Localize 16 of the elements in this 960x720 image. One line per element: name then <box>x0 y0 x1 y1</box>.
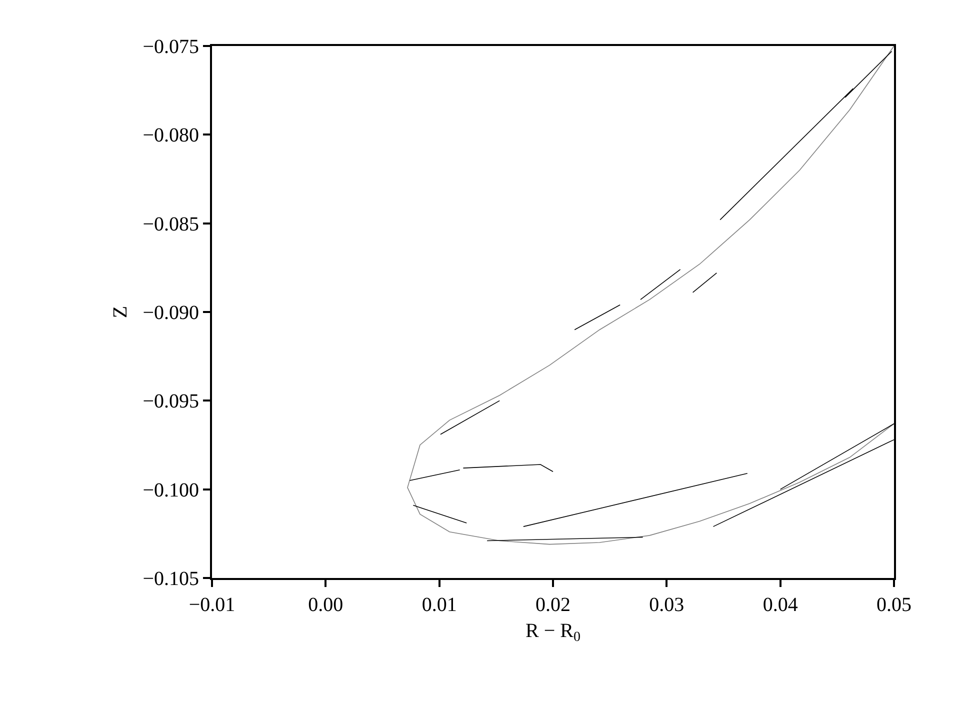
x-tick-label: 0.04 <box>762 594 798 616</box>
y-axis-title: Z <box>110 306 132 318</box>
y-tick-label: −0.075 <box>142 36 199 58</box>
y-tick-label: −0.095 <box>142 390 199 413</box>
x-tick-label: 0.03 <box>649 594 684 616</box>
x-tick-label: 0.05 <box>876 594 912 616</box>
y-tick-label: −0.105 <box>142 568 199 590</box>
x-tick-label: 0.00 <box>308 594 344 616</box>
y-tick-label: −0.090 <box>142 302 199 324</box>
x-axis-title: R − R$_{0}$ <box>526 620 580 646</box>
y-tick-label: −0.085 <box>142 213 199 236</box>
x-tick-label: 0.02 <box>536 594 570 616</box>
x-tick-label: −0.01 <box>188 594 236 616</box>
y-tick-label: −0.080 <box>142 124 199 147</box>
y-tick-label: −0.100 <box>142 479 199 502</box>
x-tick-label: 0.01 <box>422 594 457 616</box>
